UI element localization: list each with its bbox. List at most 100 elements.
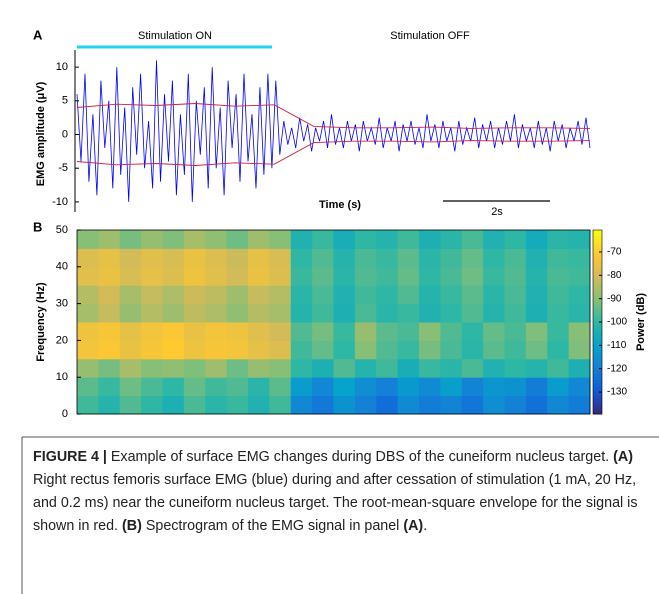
spectrogram-cell [504, 377, 527, 397]
caption-text: . [423, 518, 428, 534]
colorbar-segment [593, 389, 602, 394]
spectrogram-cell [525, 377, 548, 397]
spectrogram-cell [504, 285, 527, 305]
colorbar-segment [593, 282, 602, 286]
colorbar-segment [593, 239, 602, 243]
spectrogram-cell [568, 266, 591, 286]
spectrogram-cell [205, 322, 228, 341]
panel-label: B [33, 219, 42, 234]
spectrogram-cell [419, 303, 441, 323]
spectrogram-cell [205, 303, 228, 323]
spectrogram-cell [312, 303, 334, 323]
spectrogram-cell [183, 322, 206, 341]
spectrogram-cell [77, 377, 99, 397]
spectrogram-cell [440, 266, 463, 286]
colorbar-segment [593, 303, 602, 308]
spectrogram-cell [290, 395, 313, 415]
colorbar-segment [593, 285, 602, 289]
colorbar-segment [593, 279, 602, 283]
colorbar-segment [593, 263, 602, 268]
colorbar-segment [593, 374, 602, 378]
spectrogram-cell [568, 230, 591, 249]
colorbar-segment [593, 325, 602, 329]
colorbar-segment [593, 404, 602, 409]
spectrogram-cell [141, 285, 163, 305]
spectrogram-cell [483, 340, 505, 360]
scale-bar-label: 2s [491, 206, 503, 218]
spectrogram-cell [525, 285, 548, 305]
colorbar-tick-label: -90 [607, 293, 622, 304]
colorbar-segment [593, 401, 602, 406]
colorbar-segment [593, 315, 602, 320]
spectrogram-cell [226, 285, 249, 305]
colorbar-segment [593, 331, 602, 335]
spectrogram-cell [312, 340, 334, 360]
spectrogram-cell [98, 358, 121, 378]
spectrogram-cell [312, 248, 334, 268]
spectrogram-cell [461, 377, 484, 397]
spectrogram-cell [568, 285, 591, 305]
spectrogram-cell [98, 377, 121, 397]
spectrogram-cell [77, 395, 99, 415]
spectrogram-cell [397, 395, 420, 415]
spectrogram-cell [119, 358, 142, 378]
colorbar-segment [593, 377, 602, 381]
caption-text: Right rectus femoris surface EMG (blue) … [33, 472, 638, 534]
spectrogram-cell [183, 230, 206, 249]
spectrogram-cell [525, 266, 548, 286]
colorbar-segment [593, 251, 602, 256]
spectrogram-cell [461, 303, 484, 323]
spectrogram-cell [141, 266, 163, 286]
spectrogram-cell [248, 285, 270, 305]
spectrogram-cell [440, 395, 463, 415]
spectrogram-cell [504, 358, 527, 378]
spectrogram-cell [397, 266, 420, 286]
spectrogram-cell [354, 285, 377, 305]
spectrogram-cell [162, 266, 185, 286]
spectrogram-cell [77, 340, 99, 360]
spectrogram-cell [461, 248, 484, 268]
spectrogram-cell [461, 358, 484, 378]
spectrogram-cell [205, 377, 228, 397]
spectrogram-cell [269, 358, 292, 378]
spectrogram-cell [376, 248, 399, 268]
spectrogram-cell [547, 248, 570, 268]
colorbar-segment [593, 309, 602, 314]
spectrogram-cell [269, 322, 292, 341]
spectrogram-cell [547, 322, 570, 341]
spectrogram-cell [205, 358, 228, 378]
colorbar-segment [593, 288, 602, 292]
spectrogram-cell [397, 248, 420, 268]
spectrogram-cell [269, 285, 292, 305]
x-axis-label: Time (s) [319, 199, 361, 211]
spectrogram-cell [269, 340, 292, 360]
spectrogram-cell [525, 322, 548, 341]
spectrogram-cell [98, 322, 121, 341]
spectrogram-cell [376, 377, 399, 397]
spectrogram-cell [461, 285, 484, 305]
spectrogram-cell [397, 322, 420, 341]
spectrogram-cell [162, 285, 185, 305]
colorbar-segment [593, 398, 602, 403]
colorbar-segment [593, 248, 602, 252]
colorbar-tick-label: -110 [607, 340, 627, 351]
colorbar-segment [593, 337, 602, 341]
y-tick-label: 30 [56, 298, 68, 310]
spectrogram-cell [547, 358, 570, 378]
spectrogram-cell [397, 358, 420, 378]
spectrogram-cell [77, 266, 99, 286]
spectrogram-cell [226, 377, 249, 397]
spectrogram-cell [141, 377, 163, 397]
spectrogram-cell [397, 285, 420, 305]
spectrogram-cell [547, 377, 570, 397]
colorbar-tick-label: -120 [607, 363, 627, 374]
spectrogram-cell [269, 395, 292, 415]
colorbar-segment [593, 291, 602, 295]
colorbar-segment [593, 380, 602, 384]
spectrogram-cell [376, 340, 399, 360]
colorbar-segment [593, 242, 602, 246]
y-axis-label: EMG amplitude (μV) [35, 81, 47, 186]
spectrogram-cell [77, 303, 99, 323]
spectrogram-cell [290, 340, 313, 360]
